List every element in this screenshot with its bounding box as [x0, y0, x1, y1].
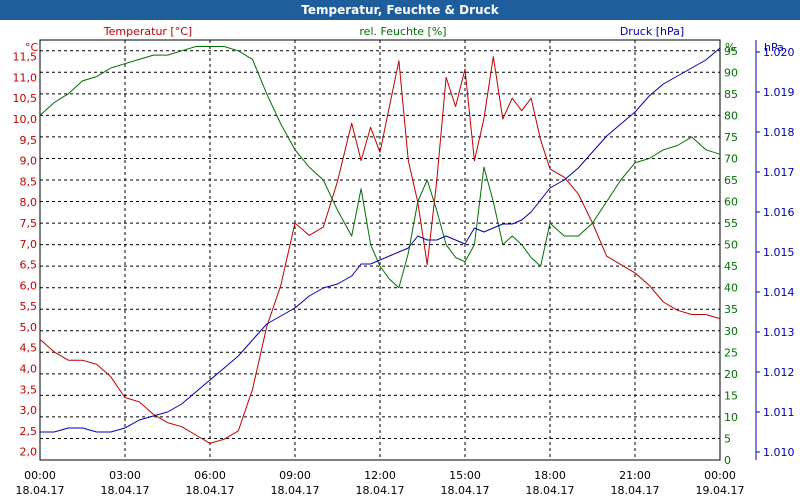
pressure-tick-label: 1.019: [763, 86, 795, 99]
series-line-humidity: [39, 46, 721, 289]
x-tick-time: 18:00: [534, 469, 566, 482]
humidity-tick-label: 60: [724, 196, 738, 209]
humidity-tick-label: 75: [724, 131, 738, 144]
x-tick-date: 18.04.17: [16, 484, 65, 497]
x-tick-time: 06:00: [194, 469, 226, 482]
pressure-tick-label: 1.017: [763, 166, 795, 179]
pressure-tick-label: 1.011: [763, 406, 795, 419]
humidity-tick-label: 35: [724, 303, 738, 316]
pressure-unit-label: hPa: [764, 41, 784, 54]
humidity-tick-label: 85: [724, 88, 738, 101]
pressure-tick-label: 1.016: [763, 206, 795, 219]
pressure-tick-label: 1.013: [763, 326, 795, 339]
humidity-unit-label: %: [725, 41, 735, 54]
temperature-tick-label: 6,0: [20, 279, 38, 292]
pressure-tick-label: 1.015: [763, 246, 795, 259]
humidity-tick-label: 80: [724, 109, 738, 122]
humidity-tick-label: 0: [724, 454, 731, 467]
temperature-tick-label: 7,0: [20, 238, 38, 251]
temperature-tick-label: 11,0: [13, 71, 38, 84]
temperature-tick-label: 10,5: [13, 92, 38, 105]
pressure-axis-label: Druck [hPa]: [620, 25, 684, 38]
humidity-tick-label: 5: [724, 432, 731, 445]
pressure-axis-ticks: 1.010 1.011 1.012 1.013 1.014 1.015 1.016 1.017…: [755, 40, 795, 460]
temperature-tick-label: 11,5: [13, 51, 38, 64]
temperature-tick-label: 8,0: [20, 196, 38, 209]
x-tick-date: 18.04.17: [186, 484, 235, 497]
x-tick-time: 00:00: [704, 469, 736, 482]
pressure-tick-label: 1.020: [763, 46, 795, 59]
temperature-tick-label: 7,5: [20, 217, 38, 230]
window-title: Temperatur, Feuchte & Druck: [0, 0, 800, 20]
x-tick-time: 03:00: [109, 469, 141, 482]
temperature-tick-label: 2,0: [20, 446, 38, 459]
x-tick-date: 18.04.17: [271, 484, 320, 497]
x-tick-time: 09:00: [279, 469, 311, 482]
humidity-axis-label: rel. Feuchte [%]: [359, 25, 446, 38]
humidity-tick-label: 45: [724, 260, 738, 273]
temperature-tick-label: 2,5: [20, 425, 38, 438]
temperature-tick-label: 8,5: [20, 175, 38, 188]
series-line-temperature: [39, 56, 721, 444]
humidity-tick-label: 95: [724, 45, 738, 58]
x-tick-time: 15:00: [449, 469, 481, 482]
x-tick-date: 18.04.17: [356, 484, 405, 497]
temperature-tick-label: 9,0: [20, 155, 38, 168]
x-tick-date: 19.04.17: [696, 484, 745, 497]
temperature-tick-label: 3,5: [20, 383, 38, 396]
x-tick-date: 18.04.17: [101, 484, 150, 497]
humidity-tick-label: 70: [724, 152, 738, 165]
humidity-tick-label: 20: [724, 368, 738, 381]
temperature-tick-label: 3,0: [20, 404, 38, 417]
x-tick-date: 18.04.17: [441, 484, 490, 497]
temperature-axis-label: Temperatur [°C]: [103, 25, 192, 38]
series-layer: [39, 46, 721, 444]
humidity-tick-label: 90: [724, 66, 738, 79]
x-tick-date: 18.04.17: [611, 484, 660, 497]
temperature-tick-label: 5,5: [20, 300, 38, 313]
temperature-tick-label: 5,0: [20, 321, 38, 334]
temperature-tick-label: 4,0: [20, 363, 38, 376]
x-tick-time: 00:00: [24, 469, 56, 482]
temperature-tick-label: 10,0: [13, 113, 38, 126]
time-axis-ticks: 00:00 18.04.17 03:00 18.04.17 06:00 18.04.17 0…: [16, 469, 745, 497]
series-line-pressure: [40, 47, 721, 433]
pressure-tick-label: 1.014: [763, 286, 795, 299]
humidity-tick-label: 55: [724, 217, 738, 230]
x-tick-time: 12:00: [364, 469, 396, 482]
pressure-tick-label: 1.012: [763, 366, 795, 379]
x-tick-date: 18.04.17: [526, 484, 575, 497]
temperature-unit-label: °C: [25, 41, 39, 54]
humidity-tick-label: 15: [724, 389, 738, 402]
humidity-tick-label: 25: [724, 346, 738, 359]
humidity-tick-label: 65: [724, 174, 738, 187]
humidity-tick-label: 50: [724, 239, 738, 252]
temperature-tick-label: 4,5: [20, 342, 38, 355]
humidity-tick-label: 10: [724, 411, 738, 424]
temperature-tick-label: 9,5: [20, 134, 38, 147]
humidity-tick-label: 30: [724, 325, 738, 338]
temperature-tick-label: 6,5: [20, 259, 38, 272]
weather-chart: 2,0 2,5 3,0 3,5 4,0 4,5 5,0 5,5 6,0 6,5 7,0 7,5 8,0 8…: [13, 25, 795, 497]
pressure-tick-label: 1.010: [763, 446, 795, 459]
pressure-tick-label: 1.018: [763, 126, 795, 139]
humidity-axis-ticks: 0 5 10 15 20 25 30 35 40 45 50 55 60 65 70 75 80 85 90 95: [724, 45, 738, 467]
x-tick-time: 21:00: [619, 469, 651, 482]
humidity-tick-label: 40: [724, 282, 738, 295]
temperature-axis-ticks: 2,0 2,5 3,0 3,5 4,0 4,5 5,0 5,5 6,0 6,5 7,0 7,5 8,0 8…: [13, 51, 38, 459]
